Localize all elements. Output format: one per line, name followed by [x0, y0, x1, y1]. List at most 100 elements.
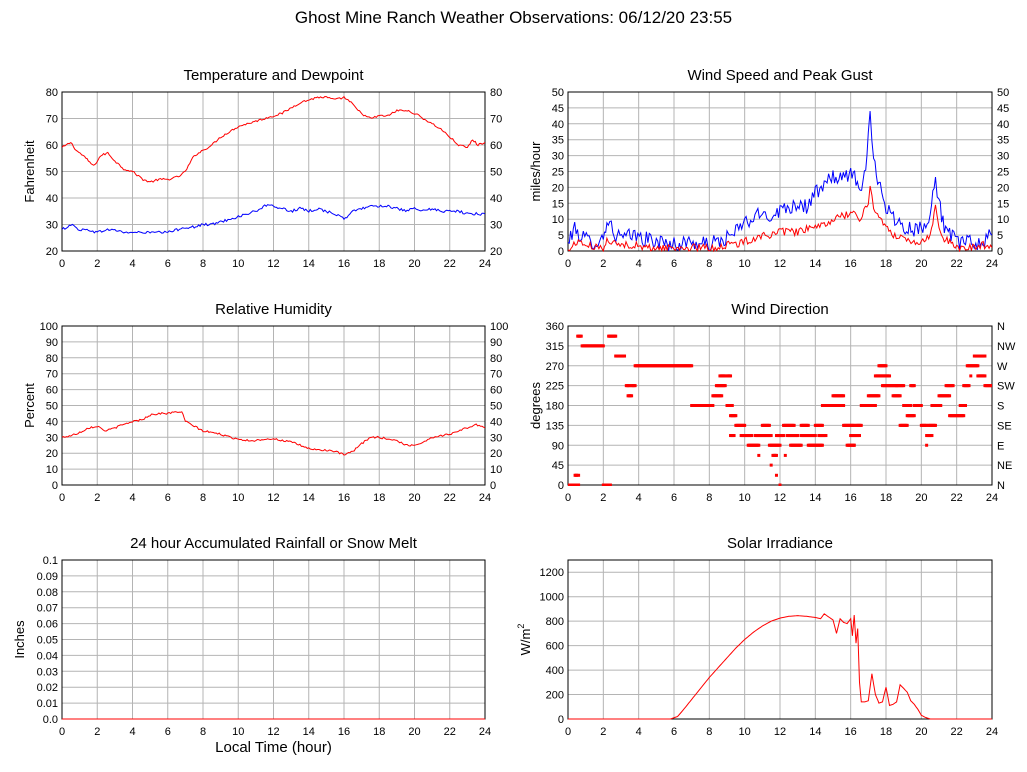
right-tick-label: 70 [490, 369, 502, 381]
x-tick-label: 8 [706, 258, 712, 270]
y-tick-label: 270 [546, 361, 564, 373]
wind-direction-point [820, 423, 824, 427]
y-tick-label: 70 [46, 369, 58, 381]
wind-direction-point [852, 443, 856, 447]
humidity-plot-frame [61, 325, 486, 486]
wind-direction-point [919, 404, 923, 407]
right-tick-label: 70 [490, 114, 502, 126]
y-tick-label: 0.09 [37, 571, 58, 583]
temperature-plot-frame [61, 91, 486, 252]
y-tick-label: 25 [552, 167, 564, 179]
y-tick-label: 135 [546, 420, 564, 432]
y-tick-label: 0.1 [43, 555, 58, 567]
right-tick-label: 50 [997, 87, 1009, 99]
y-tick-label: 50 [46, 401, 58, 413]
wind-direction-point [690, 364, 694, 368]
wind-direction-point [909, 404, 913, 407]
right-tick-label: 0 [997, 246, 1003, 258]
wind-direction-point [842, 404, 846, 407]
y-tick-label: 90 [552, 440, 564, 452]
wind-speed-series-blue-line [568, 111, 992, 252]
wind-direction-y-axis-label: degrees [528, 382, 543, 429]
wind-direction-point [757, 443, 761, 447]
y-tick-label: 90 [46, 337, 58, 349]
y-tick-label: 40 [46, 416, 58, 428]
wind-direction-point [902, 384, 906, 388]
wind-direction-point [930, 434, 934, 438]
wind-direction-point [852, 423, 856, 427]
y-tick-label: 80 [46, 353, 58, 365]
y-tick-label: 20 [552, 182, 564, 194]
wind-direction-point [579, 334, 583, 338]
wind-direction-point [925, 443, 929, 447]
wind-direction-point [774, 473, 778, 477]
y-tick-label: 60 [46, 140, 58, 152]
y-tick-label: 45 [552, 103, 564, 115]
wind-direction-point [778, 483, 782, 486]
x-tick-label: 12 [774, 258, 786, 270]
x-tick-label: 10 [232, 492, 244, 504]
wind-direction-point [782, 434, 786, 438]
x-tick-label: 2 [94, 726, 100, 738]
wind-direction-point [969, 374, 973, 378]
y-tick-label: 600 [546, 641, 564, 653]
y-tick-label: 0.03 [37, 666, 58, 678]
wind-direction-point [743, 423, 747, 427]
y-tick-label: 400 [546, 665, 564, 677]
wind-direction-point [799, 443, 803, 447]
wind-direction-point [820, 443, 824, 447]
x-tick-label: 6 [165, 726, 171, 738]
page-title: Ghost Mine Ranch Weather Observations: 0… [294, 8, 733, 27]
wind-direction-point [630, 394, 634, 398]
y-tick-label: 800 [546, 616, 564, 628]
solar-series-red-line [568, 613, 992, 720]
humidity-data-layer [62, 411, 485, 456]
wind-direction-point [933, 423, 937, 427]
right-tick-label: 40 [490, 416, 502, 428]
wind-direction-point [723, 374, 727, 378]
x-tick-label: 12 [267, 492, 279, 504]
wind-direction-point [757, 453, 761, 457]
wind-direction-point [729, 374, 733, 378]
y-tick-label: 200 [546, 690, 564, 702]
x-tick-label: 0 [565, 258, 571, 270]
y-tick-label: 0.0 [43, 714, 58, 726]
wind-direction-point [711, 404, 715, 407]
wind-direction-point [884, 364, 888, 368]
wind-direction-point [983, 374, 987, 378]
wind-direction-point [806, 423, 810, 427]
right-tick-label: 50 [490, 401, 502, 413]
x-tick-label: 2 [600, 492, 606, 504]
right-tick-label: 20 [997, 182, 1009, 194]
solar-plot-frame [567, 559, 993, 720]
x-tick-label: 10 [739, 726, 751, 738]
y-tick-label: 60 [46, 385, 58, 397]
x-tick-label: 24 [479, 492, 491, 504]
right-tick-label: SE [997, 420, 1012, 432]
x-tick-label: 0 [59, 726, 65, 738]
wind-direction-point [608, 483, 612, 486]
x-tick-label: 18 [880, 258, 892, 270]
wind-direction-point [628, 384, 632, 388]
x-tick-label: 20 [915, 726, 927, 738]
y-tick-label: 45 [552, 460, 564, 472]
wind-direction-data-layer [568, 334, 992, 486]
x-tick-label: 4 [129, 726, 135, 738]
x-tick-label: 10 [739, 258, 751, 270]
right-tick-label: 100 [490, 321, 508, 333]
x-tick-label: 0 [59, 492, 65, 504]
x-tick-label: 20 [408, 258, 420, 270]
y-tick-label: 0.05 [37, 635, 58, 647]
x-tick-label: 0 [565, 726, 571, 738]
y-tick-label: 50 [552, 87, 564, 99]
right-tick-label: 40 [997, 119, 1009, 131]
x-tick-label: 8 [706, 726, 712, 738]
wind-direction-point [898, 394, 902, 398]
x-tick-label: 12 [774, 492, 786, 504]
x-tick-label: 20 [915, 258, 927, 270]
x-tick-label: 0 [59, 258, 65, 270]
